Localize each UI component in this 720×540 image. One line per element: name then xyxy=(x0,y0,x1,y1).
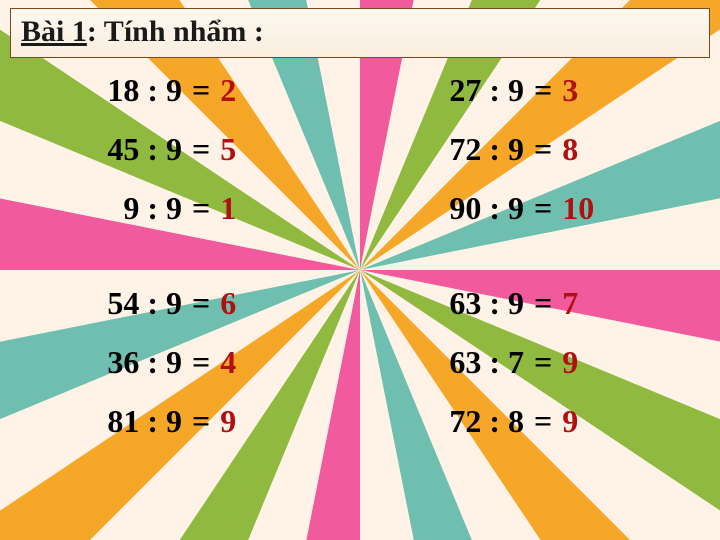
equals-sign: = xyxy=(182,72,220,109)
equation-answer: 4 xyxy=(220,344,236,381)
equation-answer: 2 xyxy=(220,72,236,109)
title-text: Bài 1: Tính nhẩm : xyxy=(21,15,264,48)
equation-lhs: 18 : 9 xyxy=(18,72,182,109)
equation-lhs: 63 : 9 xyxy=(360,285,524,322)
equation: 72 : 9=8 xyxy=(360,131,702,168)
equation-answer: 8 xyxy=(562,131,578,168)
equals-sign: = xyxy=(524,344,562,381)
equation-lhs: 27 : 9 xyxy=(360,72,524,109)
equation-lhs: 63 : 7 xyxy=(360,344,524,381)
equation: 27 : 9=3 xyxy=(360,72,702,109)
lesson-label: Bài 1 xyxy=(21,15,87,48)
equation-answer: 9 xyxy=(562,403,578,440)
equation-lhs: 72 : 9 xyxy=(360,131,524,168)
equation: 18 : 9=2 xyxy=(18,72,360,109)
equals-sign: = xyxy=(524,72,562,109)
equals-sign: = xyxy=(524,190,562,227)
equation-answer: 9 xyxy=(562,344,578,381)
equation-answer: 3 xyxy=(562,72,578,109)
group-gap xyxy=(18,249,702,263)
equation-lhs: 54 : 9 xyxy=(18,285,182,322)
equation-lhs: 90 : 9 xyxy=(360,190,524,227)
equation: 90 : 9=10 xyxy=(360,190,702,227)
equation: 54 : 9=6 xyxy=(18,285,360,322)
equation: 36 : 9=4 xyxy=(18,344,360,381)
equals-sign: = xyxy=(182,285,220,322)
equals-sign: = xyxy=(182,344,220,381)
equation-answer: 10 xyxy=(562,190,594,227)
equation-lhs: 81 : 9 xyxy=(18,403,182,440)
equation: 45 : 9=5 xyxy=(18,131,360,168)
equals-sign: = xyxy=(524,403,562,440)
equals-sign: = xyxy=(182,190,220,227)
title-rest: : Tính nhẩm : xyxy=(87,15,264,48)
equation-lhs: 9 : 9 xyxy=(18,190,182,227)
equation-answer: 1 xyxy=(220,190,236,227)
equation: 72 : 8=9 xyxy=(360,403,702,440)
equation-lhs: 36 : 9 xyxy=(18,344,182,381)
equation-lhs: 45 : 9 xyxy=(18,131,182,168)
title-box: Bài 1: Tính nhẩm : xyxy=(10,8,710,58)
equals-sign: = xyxy=(524,131,562,168)
equation-lhs: 72 : 8 xyxy=(360,403,524,440)
equation: 63 : 7=9 xyxy=(360,344,702,381)
equals-sign: = xyxy=(524,285,562,322)
slide-content: Bài 1: Tính nhẩm : 18 : 9=227 : 9=345 : … xyxy=(10,8,710,532)
equation: 81 : 9=9 xyxy=(18,403,360,440)
equals-sign: = xyxy=(182,403,220,440)
equation-answer: 7 xyxy=(562,285,578,322)
equation: 63 : 9=7 xyxy=(360,285,702,322)
equations-grid: 18 : 9=227 : 9=345 : 9=572 : 9=89 : 9=19… xyxy=(10,72,710,440)
equation: 9 : 9=1 xyxy=(18,190,360,227)
equation-answer: 5 xyxy=(220,131,236,168)
equals-sign: = xyxy=(182,131,220,168)
equation-answer: 9 xyxy=(220,403,236,440)
equation-answer: 6 xyxy=(220,285,236,322)
